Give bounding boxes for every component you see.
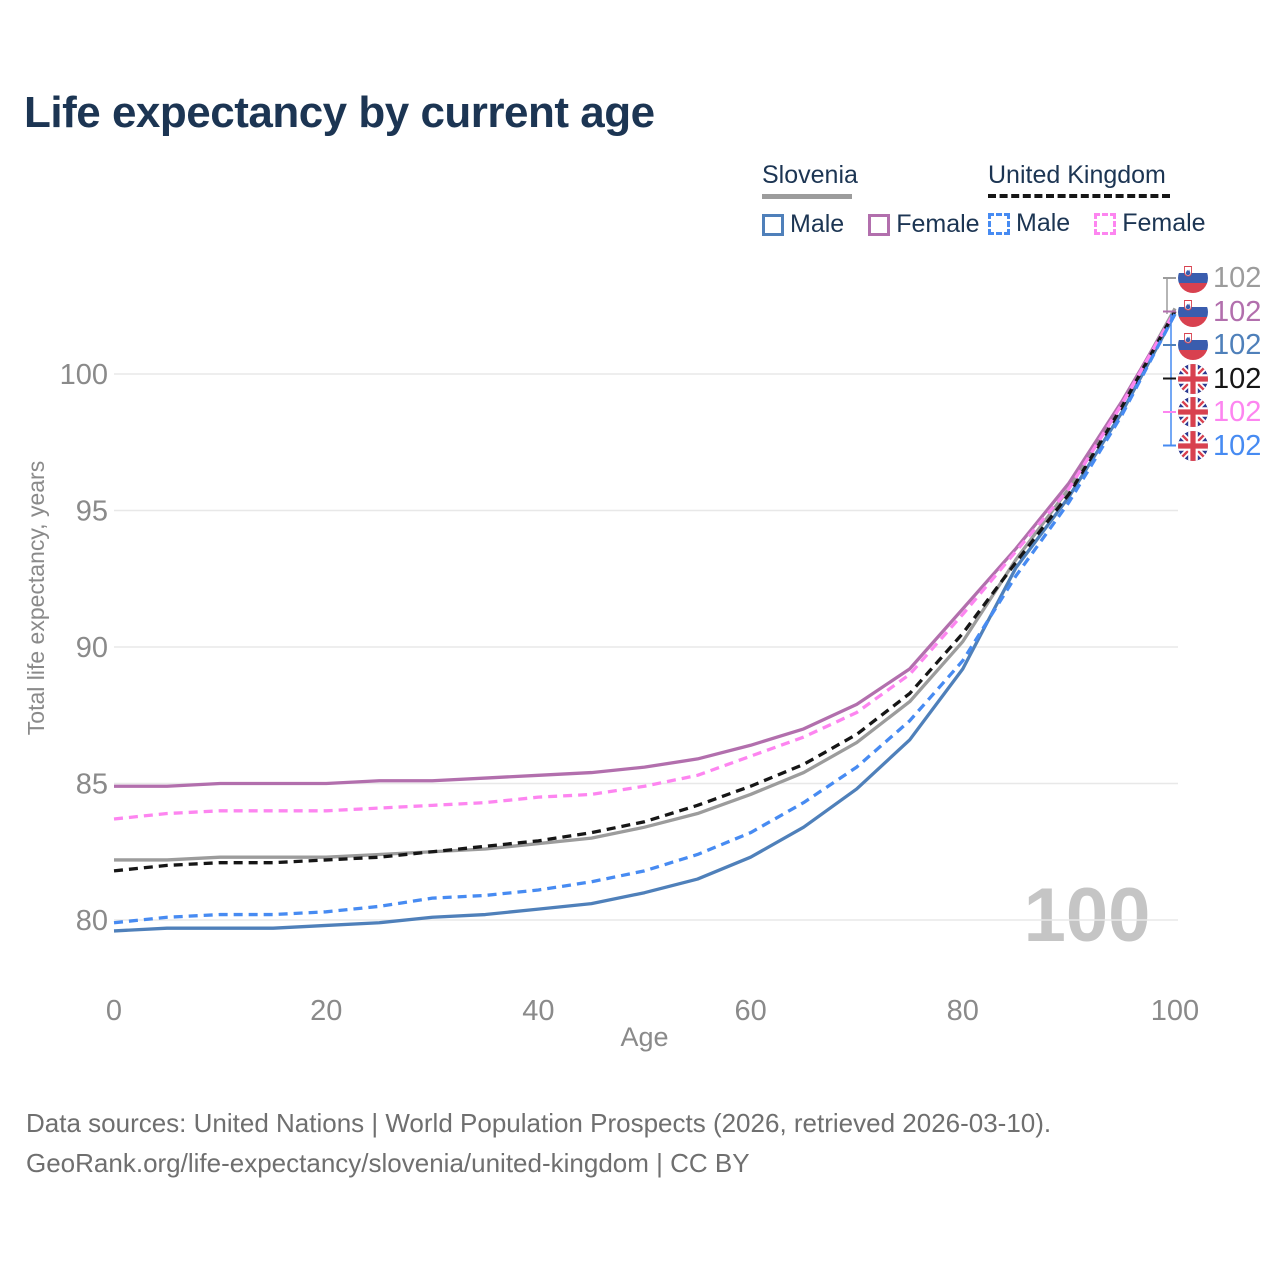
uk-male-swatch-icon — [988, 212, 1010, 235]
uk-flag-icon — [1178, 397, 1208, 427]
y-tick-label: 100 — [60, 359, 108, 391]
y-tick-label: 80 — [76, 905, 108, 937]
footer-datasource: Data sources: United Nations | World Pop… — [26, 1108, 1052, 1138]
x-tick-label: 20 — [310, 995, 342, 1027]
legend-item-uk-female: Female — [1094, 209, 1206, 238]
legend-item-slovenia-female: Female — [868, 210, 980, 239]
legend-group-slovenia: Slovenia Male Female — [762, 161, 980, 239]
legend-item-label: Female — [1122, 209, 1206, 237]
series-line-si-both — [114, 307, 1177, 862]
series-end-value: 102 — [1213, 262, 1262, 294]
x-tick-label: 80 — [947, 995, 979, 1027]
legend-item-label: Female — [896, 210, 980, 238]
slovenia-flag-icon — [1178, 263, 1208, 293]
slovenia-male-swatch-icon — [762, 213, 784, 236]
slovenia-flag-icon — [1178, 263, 1208, 293]
series-line-uk-female — [113, 310, 1177, 821]
legend-item-slovenia-male: Male — [762, 210, 844, 239]
legend-item-label: Male — [790, 210, 845, 238]
slovenia-flag-icon — [1178, 330, 1208, 360]
footer-attribution: GeoRank.org/life-expectancy/slovenia/uni… — [26, 1148, 750, 1178]
legend-group-title-united-kingdom: United Kingdom — [988, 161, 1166, 189]
legend-group-united-kingdom: United Kingdom Male Female — [988, 161, 1206, 238]
x-axis-title: Age — [620, 1022, 668, 1052]
uk-flag-icon — [1178, 363, 1208, 394]
x-tick-label: 40 — [522, 995, 554, 1027]
series-line-si-male — [113, 313, 1177, 933]
series-end-label-row-si-female: 102 — [1178, 295, 1262, 328]
legend-items-slovenia: Male Female — [762, 210, 980, 239]
uk-flag-icon — [1178, 363, 1208, 394]
series-end-value: 102 — [1213, 429, 1262, 462]
series-end-value: 102 — [1213, 295, 1262, 328]
series-end-label-row-uk-male: 102 — [1178, 429, 1262, 462]
y-tick-label: 90 — [76, 632, 108, 664]
slovenia-flag-icon — [1178, 296, 1208, 327]
age-watermark: 100 — [1024, 873, 1151, 958]
uk-flag-icon — [1178, 430, 1208, 461]
x-tick-label: 60 — [734, 995, 766, 1027]
legend-items-united-kingdom: Male Female — [988, 209, 1206, 238]
uk-flag-icon — [1178, 397, 1208, 427]
series-line-uk-both — [113, 310, 1177, 873]
slovenia-flag-icon — [1178, 296, 1208, 327]
series-end-label-row-uk-both: 102 — [1178, 362, 1262, 395]
uk-flag-icon — [1178, 430, 1208, 461]
series-end-value: 102 — [1213, 329, 1262, 361]
y-tick-label: 85 — [76, 769, 108, 801]
series-line-si-female — [114, 310, 1177, 788]
x-tick-label: 0 — [106, 995, 122, 1027]
series-end-label-row-si-male: 102 — [1178, 330, 1261, 360]
series-end-label-row-si-both: 102 — [1178, 263, 1261, 293]
uk-female-swatch-icon — [1094, 212, 1117, 235]
legend-item-label: Male — [1016, 209, 1071, 237]
series-line-uk-male — [113, 313, 1177, 925]
series-end-value: 102 — [1213, 396, 1262, 428]
legend-underline-united-kingdom — [988, 194, 1170, 198]
legend-item-uk-male: Male — [988, 209, 1070, 238]
legend-underline-slovenia — [762, 194, 852, 199]
slovenia-female-swatch-icon — [868, 213, 891, 236]
slovenia-flag-icon — [1178, 330, 1208, 360]
page-title: Life expectancy by current age — [24, 88, 655, 137]
x-tick-label: 100 — [1151, 995, 1199, 1027]
legend-group-title-slovenia: Slovenia — [762, 161, 858, 189]
series-end-value: 102 — [1213, 362, 1262, 395]
series-end-label-row-uk-female: 102 — [1178, 397, 1261, 427]
y-tick-label: 95 — [76, 496, 108, 528]
y-axis-title: Total life expectancy, years — [23, 461, 49, 735]
